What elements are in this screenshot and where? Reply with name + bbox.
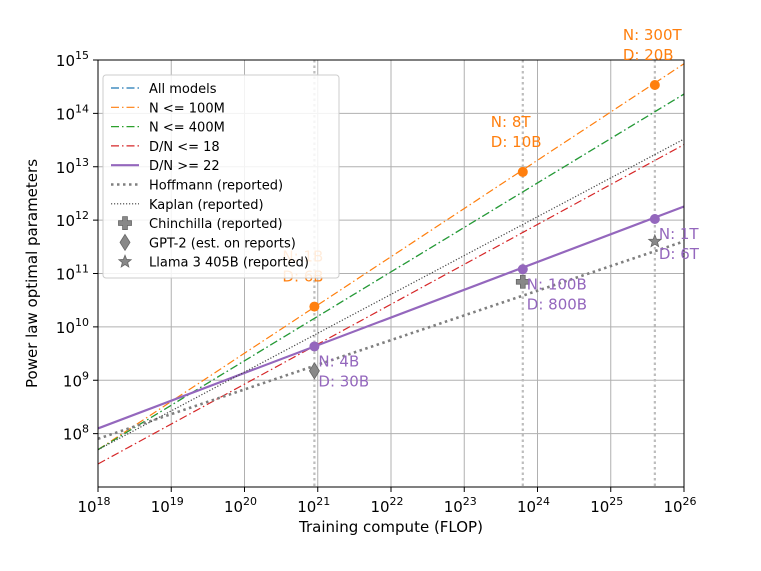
y-tick-exponent: 13 bbox=[75, 156, 89, 169]
x-tick-label: 1026 bbox=[663, 495, 696, 516]
y-axis-label: Power law optimal parameters bbox=[23, 159, 41, 388]
y-tick-exponent: 8 bbox=[82, 423, 89, 436]
annotation-text: D: 20B bbox=[623, 46, 674, 64]
legend-label: Hoffmann (reported) bbox=[149, 179, 283, 194]
y-tick-exponent: 11 bbox=[75, 263, 89, 276]
x-tick-label: 1024 bbox=[517, 495, 550, 516]
x-tick-exponent: 18 bbox=[97, 495, 111, 508]
legend-label: All models bbox=[149, 82, 217, 97]
series-marker bbox=[518, 264, 528, 274]
annotation-text: D: 6T bbox=[659, 245, 700, 263]
annotation-text: N: 100B bbox=[527, 275, 587, 293]
x-tick-label: 1023 bbox=[444, 495, 477, 516]
series-marker bbox=[650, 214, 660, 224]
legend-label: Llama 3 405B (reported) bbox=[149, 256, 309, 271]
x-tick-exponent: 19 bbox=[170, 495, 184, 508]
x-tick-exponent: 21 bbox=[316, 495, 330, 508]
x-tick-label: 1022 bbox=[370, 495, 403, 516]
series-marker bbox=[518, 167, 528, 177]
legend: All models N <= 100M N <= 400M D/N <= 18 D/N… bbox=[103, 75, 339, 278]
y-tick-base: 10 bbox=[63, 426, 82, 444]
y-tick-label: 1012 bbox=[56, 209, 89, 230]
x-tick-exponent: 24 bbox=[536, 495, 550, 508]
y-tick-label: 1015 bbox=[56, 49, 89, 70]
annotation-text: D: 10B bbox=[491, 133, 542, 151]
legend-label: N <= 100M bbox=[149, 101, 225, 116]
y-tick-label: 108 bbox=[63, 423, 89, 444]
annotation-text: N: 300T bbox=[623, 26, 683, 44]
annotation-text: N: 4B bbox=[318, 352, 359, 370]
x-tick-exponent: 20 bbox=[243, 495, 257, 508]
series-marker bbox=[309, 341, 319, 351]
x-tick-exponent: 23 bbox=[463, 495, 477, 508]
y-tick-exponent: 12 bbox=[75, 209, 89, 222]
y-tick-exponent: 14 bbox=[75, 102, 89, 115]
x-tick-exponent: 26 bbox=[683, 495, 697, 508]
y-tick-base: 10 bbox=[56, 319, 75, 337]
annotation-text: N: 1T bbox=[659, 225, 700, 243]
y-tick-label: 1010 bbox=[56, 316, 89, 337]
y-tick-exponent: 15 bbox=[75, 49, 89, 62]
y-tick-base: 10 bbox=[56, 266, 75, 284]
legend-label: Chinchilla (reported) bbox=[149, 217, 283, 232]
x-tick-label: 1021 bbox=[297, 495, 330, 516]
series-marker bbox=[309, 302, 319, 312]
series-marker bbox=[650, 80, 660, 90]
y-tick-exponent: 9 bbox=[82, 369, 89, 382]
y-tick-base: 10 bbox=[63, 372, 82, 390]
x-axis-label: Training compute (FLOP) bbox=[298, 518, 483, 536]
legend-label: GPT-2 (est. on reports) bbox=[149, 236, 296, 251]
annotation-text: D: 800B bbox=[527, 295, 587, 313]
annotation-text: D: 30B bbox=[318, 372, 369, 390]
y-tick-base: 10 bbox=[56, 52, 75, 70]
y-tick-label: 1014 bbox=[56, 102, 89, 123]
y-tick-base: 10 bbox=[56, 159, 75, 177]
legend-label: Kaplan (reported) bbox=[149, 198, 264, 213]
y-tick-label: 1013 bbox=[56, 156, 89, 177]
x-tick-label: 1020 bbox=[224, 495, 257, 516]
legend-label: D/N <= 18 bbox=[149, 140, 220, 155]
y-tick-exponent: 10 bbox=[75, 316, 89, 329]
x-tick-label: 1018 bbox=[77, 495, 110, 516]
x-tick-exponent: 22 bbox=[390, 495, 404, 508]
y-tick-base: 10 bbox=[56, 212, 75, 230]
x-tick-label: 1019 bbox=[151, 495, 184, 516]
y-tick-label: 109 bbox=[63, 369, 89, 390]
legend-label: N <= 400M bbox=[149, 121, 225, 136]
x-tick-label: 1025 bbox=[590, 495, 623, 516]
y-tick-label: 1011 bbox=[56, 263, 89, 284]
x-tick-exponent: 25 bbox=[609, 495, 623, 508]
reference-points bbox=[309, 235, 661, 379]
y-tick-base: 10 bbox=[56, 105, 75, 123]
annotation-text: N: 8T bbox=[491, 113, 532, 131]
legend-label: D/N >= 22 bbox=[149, 159, 220, 174]
